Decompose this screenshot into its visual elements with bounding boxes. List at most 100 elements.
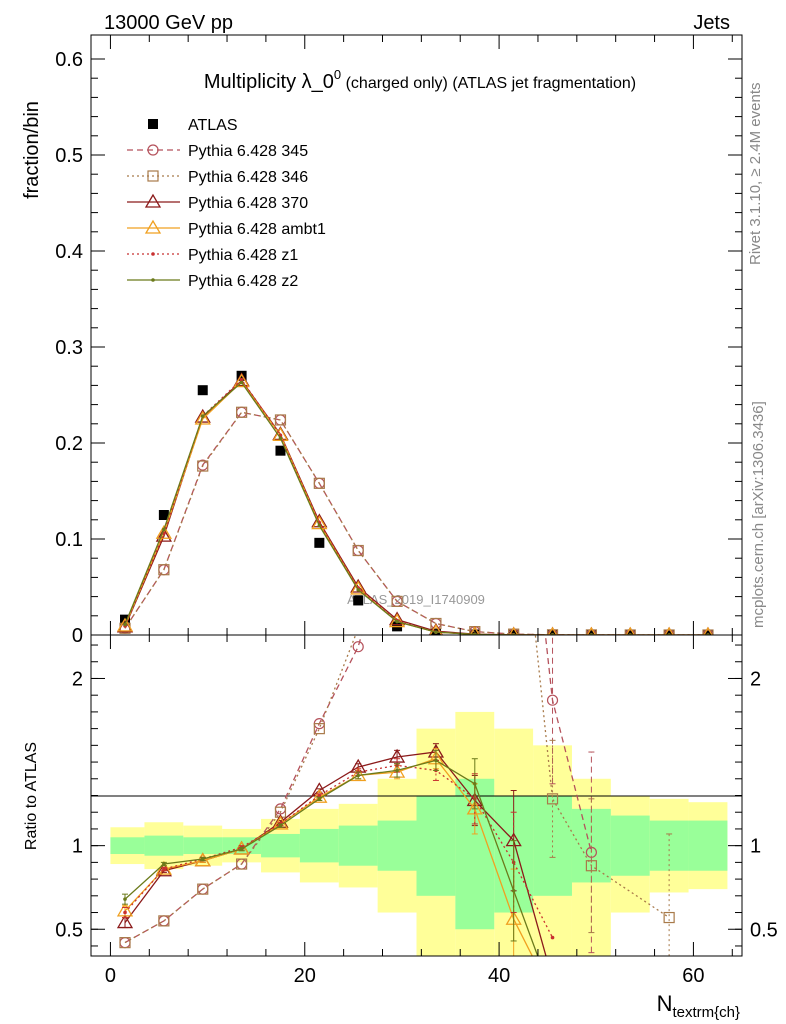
ratio-point-p346 bbox=[392, 506, 402, 516]
title-rest: (charged only) (ATLAS jet fragmentation) bbox=[341, 75, 636, 92]
ratio-x-tick-label: 20 bbox=[294, 965, 316, 987]
data-point-z2 bbox=[200, 414, 205, 418]
ratio-band-inner bbox=[338, 825, 378, 866]
title-main: Multiplicity λ_0 bbox=[204, 71, 334, 93]
data-point-atlas bbox=[547, 629, 558, 635]
data-point-p346 bbox=[274, 414, 287, 426]
ratio-x-ticks: 0 20 40 60 bbox=[105, 635, 733, 987]
x-label-sub: textrm{ch} bbox=[672, 1004, 740, 1021]
ratio-band-inner bbox=[610, 815, 650, 876]
ratio-point-p345 bbox=[470, 172, 480, 182]
data-point-atlas bbox=[702, 629, 713, 635]
series-line-z1 bbox=[124, 378, 708, 635]
data-point-ambt1 bbox=[586, 626, 597, 635]
data-point-p346 bbox=[197, 460, 209, 472]
ratio-point-z2 bbox=[123, 897, 127, 901]
legend-label-z1: Pythia 6.428 z1 bbox=[188, 247, 298, 264]
data-point-p346 bbox=[158, 564, 170, 576]
legend-marker-atlas bbox=[148, 119, 158, 129]
main-y-tick-label: 0.4 bbox=[55, 241, 83, 263]
data-point-ambt1 bbox=[350, 580, 367, 595]
ratio-point-z2 bbox=[395, 768, 399, 773]
data-point-atlas bbox=[158, 510, 169, 520]
data-point-atlas bbox=[275, 445, 286, 456]
ratio-y-tick-label-right: 2 bbox=[750, 668, 761, 690]
ratio-point-z1 bbox=[123, 910, 127, 915]
legend-marker-ambt1 bbox=[144, 219, 162, 234]
data-point-p345 bbox=[236, 406, 248, 418]
data-point-ambt1 bbox=[508, 626, 519, 635]
data-point-p346 bbox=[352, 544, 364, 557]
data-point-z1 bbox=[239, 377, 244, 382]
ratio-point-z2 bbox=[278, 823, 283, 828]
ratio-y-ticks: 0.5 0.5 1 1 2 2 bbox=[55, 644, 778, 947]
ratio-line-z1 bbox=[124, 764, 554, 938]
main-y-tick-label: 0.2 bbox=[55, 433, 83, 455]
ratio-y-tick-label: 0.5 bbox=[55, 919, 83, 941]
ratio-point-p346 bbox=[119, 937, 131, 949]
ratio-point-p370 bbox=[155, 862, 173, 877]
data-point-z2 bbox=[356, 588, 361, 592]
ratio-point-z2 bbox=[239, 847, 244, 851]
ratio-line-ambt1 bbox=[124, 757, 533, 956]
ratio-band-inner bbox=[299, 828, 339, 863]
main-panel: ATLAS_2019_I1740909 00.10.20.30.40.50.6 … bbox=[21, 34, 743, 647]
ratio-y-tick-label-right: 0.5 bbox=[750, 919, 778, 941]
ratio-x-label: Ntextrm{ch} bbox=[657, 991, 740, 1021]
ratio-point-z2 bbox=[551, 994, 555, 998]
ratio-point-z1 bbox=[550, 935, 555, 940]
legend-marker-p345 bbox=[147, 144, 159, 156]
data-point-atlas bbox=[586, 629, 597, 635]
legend-label-p345: Pythia 6.428 345 bbox=[188, 143, 308, 160]
legend: ATLAS Pythia 6.428 345 Pythia 6.428 346 Pyt… bbox=[127, 117, 326, 290]
data-point-atlas bbox=[664, 629, 675, 635]
ratio-line-z2 bbox=[124, 759, 539, 956]
data-point-ambt1 bbox=[703, 626, 713, 635]
header-right: Jets bbox=[693, 12, 730, 34]
ratio-band-inner bbox=[261, 833, 300, 858]
ratio-point-p346 bbox=[353, 623, 363, 633]
data-point-ambt1 bbox=[469, 626, 480, 635]
ratio-point-p346 bbox=[158, 915, 170, 927]
ratio-x-tick-label: 0 bbox=[105, 965, 116, 987]
ratio-point-p346 bbox=[663, 911, 675, 924]
legend-label-p370: Pythia 6.428 370 bbox=[188, 195, 308, 212]
ratio-point-z2 bbox=[356, 773, 361, 778]
ratio-series-z2 bbox=[122, 749, 555, 998]
data-point-p346 bbox=[391, 595, 403, 608]
legend-label-p346: Pythia 6.428 346 bbox=[188, 169, 308, 186]
data-point-p345 bbox=[352, 544, 364, 557]
data-point-z2 bbox=[239, 380, 244, 385]
data-point-ambt1 bbox=[194, 410, 211, 425]
ratio-band-inner bbox=[416, 795, 456, 896]
ratio-point-z2 bbox=[472, 781, 477, 786]
ratio-point-z2 bbox=[317, 797, 322, 801]
data-point-atlas bbox=[314, 537, 325, 548]
x-label-main: N bbox=[657, 991, 673, 1016]
mcplots-label: mcplots.cern.ch [arXiv:1306.3436] bbox=[750, 401, 767, 628]
data-point-p346 bbox=[430, 617, 442, 630]
ratio-point-p346 bbox=[236, 858, 248, 870]
ratio-point-z2 bbox=[511, 888, 516, 893]
data-point-p370 bbox=[350, 578, 367, 593]
data-point-atlas bbox=[197, 385, 208, 396]
ratio-y-tick-label: 1 bbox=[72, 836, 83, 858]
main-y-tick-label: 0.6 bbox=[55, 49, 83, 71]
main-y-tick-label: 0.1 bbox=[55, 529, 83, 551]
data-point-ambt1 bbox=[233, 373, 250, 388]
main-x-ticks bbox=[109, 35, 733, 635]
ratio-point-p345 bbox=[509, 339, 519, 349]
ratio-point-p370 bbox=[116, 914, 134, 929]
ratio-point-z1 bbox=[162, 867, 166, 871]
ratio-line-p345 bbox=[124, 635, 593, 944]
ratio-point-p346 bbox=[546, 793, 559, 805]
ratio-point-p345 bbox=[119, 937, 131, 949]
ratio-point-z2 bbox=[200, 857, 205, 861]
ratio-point-p346 bbox=[431, 339, 441, 349]
data-point-ambt1 bbox=[155, 524, 173, 539]
data-point-z2 bbox=[317, 523, 322, 528]
data-point-z2 bbox=[278, 436, 283, 441]
legend-marker-z1 bbox=[151, 252, 155, 256]
series-line-z2 bbox=[124, 381, 708, 635]
